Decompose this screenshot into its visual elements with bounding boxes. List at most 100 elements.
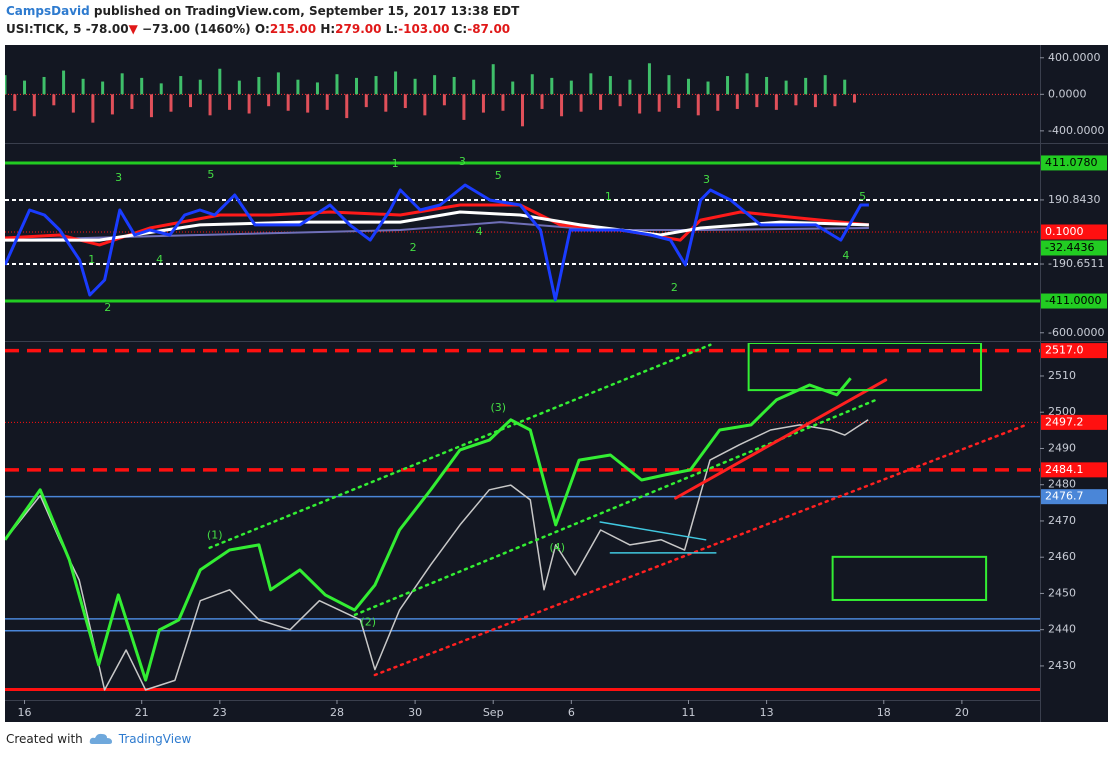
tick-bar xyxy=(42,76,46,95)
tick-bar xyxy=(716,94,720,111)
header-line: CampsDavid published on TradingView.com,… xyxy=(6,2,519,20)
tick-bar xyxy=(208,94,212,116)
tick-bar xyxy=(579,94,583,112)
tick-bar xyxy=(530,74,534,95)
o-value: 215.00 xyxy=(269,22,317,36)
c-value: -87.00 xyxy=(467,22,511,36)
chart-background xyxy=(5,45,1108,722)
tick-bar xyxy=(325,94,329,110)
c-label: C: xyxy=(453,22,468,36)
footer: Created with TradingView xyxy=(6,732,191,746)
series-line xyxy=(5,377,852,682)
tick-bar xyxy=(198,79,202,95)
tick-bar xyxy=(774,94,778,110)
tick-bar xyxy=(169,94,173,112)
tick-bar xyxy=(677,94,681,109)
tick-bar xyxy=(540,94,544,109)
tick-bar xyxy=(647,63,651,95)
trend-line xyxy=(373,423,1028,677)
price-badge-label: 2476.7 xyxy=(1045,490,1084,503)
tick-bar xyxy=(179,76,183,95)
tick-bar xyxy=(228,94,232,110)
tick-bar xyxy=(686,78,690,95)
y-tick-label: 400.0000 xyxy=(1048,51,1101,64)
brand[interactable]: TradingView xyxy=(118,732,192,746)
wave-label: 4 xyxy=(156,253,163,266)
x-tick-label: 16 xyxy=(18,706,32,719)
tick-bar xyxy=(32,94,36,117)
x-tick-label: 13 xyxy=(760,706,774,719)
author[interactable]: CampsDavid xyxy=(6,4,90,18)
x-tick-label: 23 xyxy=(213,706,227,719)
change: −73.00 (1460%) xyxy=(142,22,251,36)
tick-bar xyxy=(462,94,466,120)
tick-bar xyxy=(589,73,593,95)
series-line xyxy=(5,210,869,242)
wave-label: 5 xyxy=(859,190,866,203)
tick-bar xyxy=(472,79,476,95)
y-tick-label: -600.0000 xyxy=(1048,326,1104,339)
tick-bar xyxy=(120,73,124,95)
tick-bar xyxy=(267,94,271,107)
price-pane: (1) (2) (3) (4) xyxy=(5,343,1040,691)
wave-label: 1 xyxy=(88,253,95,266)
tick-bar xyxy=(81,78,85,95)
tick-bar xyxy=(667,75,671,95)
tick-bar xyxy=(501,94,505,111)
wave-label: 4 xyxy=(842,249,849,262)
tick-bar xyxy=(784,80,788,95)
price-badge-label: 2497.2 xyxy=(1045,415,1084,428)
created-with: Created with xyxy=(6,732,83,746)
tick-bar xyxy=(569,80,573,95)
price-badge xyxy=(1041,155,1107,171)
tick-bar xyxy=(247,94,251,114)
tick-bar xyxy=(237,80,241,95)
price-badge-label: -411.0000 xyxy=(1045,294,1101,307)
tick-bar xyxy=(813,94,817,108)
x-tick-label: 20 xyxy=(955,706,969,719)
y-tick-label: 0.0000 xyxy=(1048,87,1087,100)
wave-label: 2 xyxy=(410,241,417,254)
tick-bar xyxy=(130,94,134,109)
tick-bar xyxy=(628,79,632,95)
tick-bar xyxy=(62,70,66,95)
tick-bar xyxy=(189,94,193,108)
logo xyxy=(89,733,112,744)
tick-bar xyxy=(71,94,75,113)
h-value: 279.00 xyxy=(335,22,382,36)
tick-bar xyxy=(110,94,114,115)
y-tick-label: 2470 xyxy=(1048,514,1076,527)
wave-label: 2 xyxy=(671,281,678,294)
wave-label: 1 xyxy=(605,190,612,203)
tick-bar xyxy=(149,94,153,118)
trend-line xyxy=(599,521,707,541)
wave-label: 4 xyxy=(476,225,483,238)
tick-bar xyxy=(364,94,368,108)
tick-bar xyxy=(511,81,515,95)
y-tick-label: 2460 xyxy=(1048,550,1076,563)
down-arrow: ▼ xyxy=(128,22,138,36)
tick-bar xyxy=(91,94,95,123)
tick-bar xyxy=(296,79,300,95)
tick-bar xyxy=(481,94,485,113)
tick-bar xyxy=(355,77,359,95)
tick-bar xyxy=(823,75,827,95)
tick-bar xyxy=(843,79,847,95)
price-badge-label: 2517.0 xyxy=(1045,344,1084,357)
y-tick-label: 190.8430 xyxy=(1048,193,1101,206)
tick-bar xyxy=(335,74,339,95)
tick-bar xyxy=(5,75,7,95)
tick-pane xyxy=(5,63,1040,127)
x-tick-label: 21 xyxy=(135,706,149,719)
header-line: USI:TICK, 5 -78.00▼ −73.00 (1460%) O:215… xyxy=(6,20,519,38)
tick-bar xyxy=(276,72,280,95)
price-badge xyxy=(1041,462,1107,478)
axes: 400.0000 0.0000 -400.0000 190.8430 -190.6511… xyxy=(18,51,1107,719)
wave-label: 5 xyxy=(495,169,502,182)
x-tick-label: 28 xyxy=(330,706,344,719)
tick-bar xyxy=(706,81,710,95)
wave-label: (3) xyxy=(490,401,506,414)
price-badge xyxy=(1041,224,1107,240)
series-line xyxy=(5,419,869,691)
